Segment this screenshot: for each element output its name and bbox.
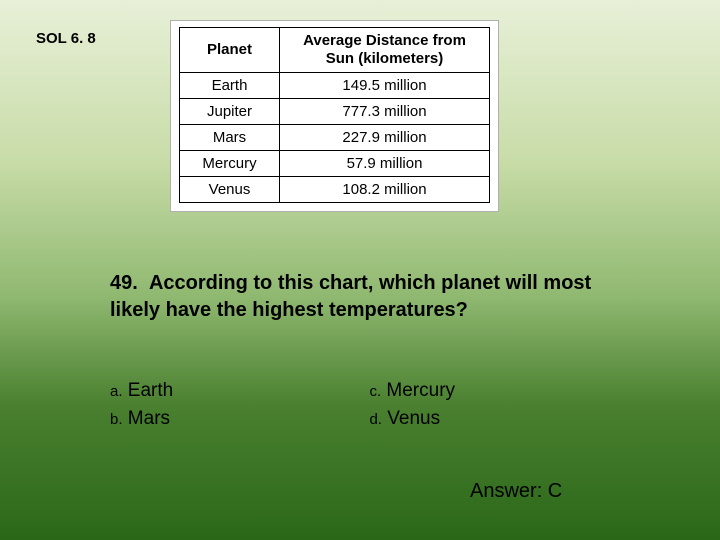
table-row: Earth 149.5 million bbox=[180, 73, 490, 99]
question-body: According to this chart, which planet wi… bbox=[110, 272, 591, 321]
table-row: Mars 227.9 million bbox=[180, 125, 490, 151]
option-letter: a. bbox=[110, 383, 123, 400]
option-text: Venus bbox=[382, 408, 440, 429]
header-distance: Average Distance from Sun (kilometers) bbox=[280, 28, 490, 73]
table-row: Mercury 57.9 million bbox=[180, 151, 490, 177]
table-header-row: Planet Average Distance from Sun (kilome… bbox=[180, 28, 490, 73]
header-planet: Planet bbox=[180, 28, 280, 73]
option-letter: d. bbox=[369, 411, 382, 428]
question-number: 49. bbox=[110, 272, 138, 294]
cell-distance: 149.5 million bbox=[280, 73, 490, 99]
option-b: b. Mars bbox=[110, 408, 365, 430]
option-text: Mars bbox=[123, 408, 171, 429]
cell-planet: Venus bbox=[180, 177, 280, 203]
option-text: Mercury bbox=[381, 380, 455, 401]
table-row: Venus 108.2 million bbox=[180, 177, 490, 203]
options-col-right: c. Mercury d. Venus bbox=[369, 380, 624, 436]
option-c: c. Mercury bbox=[369, 380, 624, 402]
cell-planet: Earth bbox=[180, 73, 280, 99]
option-text: Earth bbox=[123, 380, 174, 401]
question-text: 49. According to this chart, which plane… bbox=[110, 270, 640, 324]
answer-label: Answer: C bbox=[470, 480, 562, 503]
cell-planet: Jupiter bbox=[180, 99, 280, 125]
cell-planet: Mercury bbox=[180, 151, 280, 177]
option-a: a. Earth bbox=[110, 380, 365, 402]
sol-label: SOL 6. 8 bbox=[36, 30, 96, 47]
option-letter: c. bbox=[369, 383, 381, 400]
options-block: a. Earth b. Mars c. Mercury d. Venus bbox=[110, 380, 640, 436]
cell-distance: 57.9 million bbox=[280, 151, 490, 177]
cell-distance: 108.2 million bbox=[280, 177, 490, 203]
cell-planet: Mars bbox=[180, 125, 280, 151]
options-col-left: a. Earth b. Mars bbox=[110, 380, 365, 436]
option-d: d. Venus bbox=[369, 408, 624, 430]
planet-table: Planet Average Distance from Sun (kilome… bbox=[179, 27, 490, 203]
planet-table-container: Planet Average Distance from Sun (kilome… bbox=[170, 20, 499, 212]
option-letter: b. bbox=[110, 411, 123, 428]
cell-distance: 227.9 million bbox=[280, 125, 490, 151]
cell-distance: 777.3 million bbox=[280, 99, 490, 125]
table-row: Jupiter 777.3 million bbox=[180, 99, 490, 125]
